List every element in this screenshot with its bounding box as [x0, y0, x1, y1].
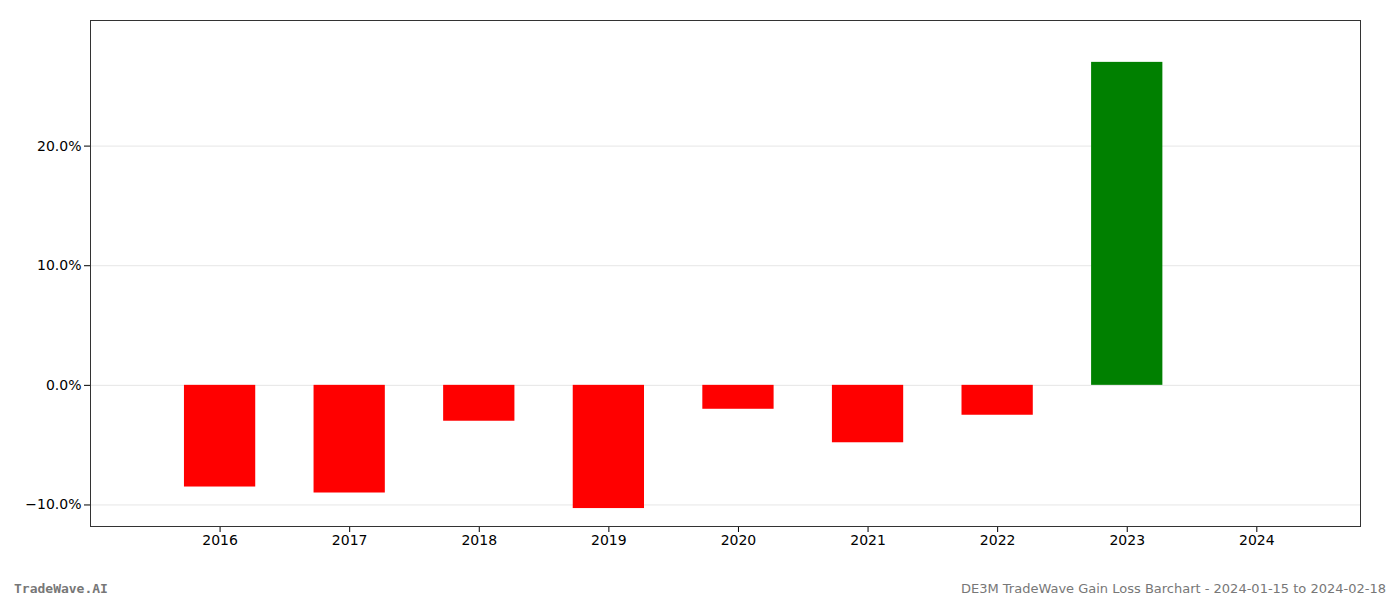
html-text:DE3M TradeWave Gain Loss Barch: DE3M TradeWave Gain Loss Barchart - 2024… — [961, 581, 1386, 596]
svg-text:−10.0%: −10.0% — [25, 496, 81, 512]
svg-text:2019: 2019 — [591, 532, 627, 548]
svg-text:2020: 2020 — [721, 532, 757, 548]
svg-text:20.0%: 20.0% — [37, 138, 81, 154]
svg-text:2024: 2024 — [1239, 532, 1275, 548]
svg-text:2021: 2021 — [850, 532, 886, 548]
svg-text:2017: 2017 — [332, 532, 368, 548]
svg-text:0.0%: 0.0% — [46, 377, 82, 393]
html-text:TradeWave.AI: TradeWave.AI — [14, 581, 108, 596]
svg-text:2022: 2022 — [980, 532, 1016, 548]
svg-text:2016: 2016 — [202, 532, 238, 548]
svg-text:2018: 2018 — [461, 532, 497, 548]
svg-text:10.0%: 10.0% — [37, 257, 81, 273]
svg-text:2023: 2023 — [1109, 532, 1145, 548]
